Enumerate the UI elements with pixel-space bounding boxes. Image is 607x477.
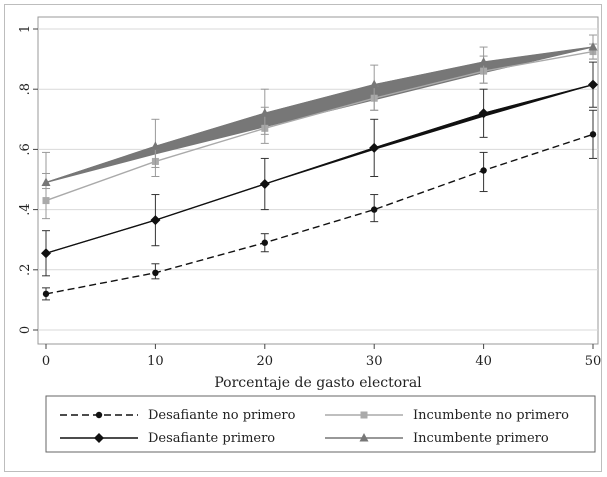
point-desafiante-no-primero xyxy=(261,239,268,246)
y-tick-label: 1 xyxy=(18,25,33,33)
chart-frame: 0.2.4.6.8 1 0 10 20 30 40 50 Porcentaje de gast… xyxy=(4,4,602,472)
series-layer xyxy=(41,34,598,301)
legend-marker xyxy=(94,433,104,443)
legend-marker xyxy=(95,411,103,419)
x-tick-label: 50 xyxy=(585,354,602,369)
y-tick-label: .8 xyxy=(18,83,33,95)
legend-item-desafiante-no-primero: Desafiante no primero xyxy=(60,408,296,423)
grid xyxy=(38,28,598,331)
x-tick-label: 10 xyxy=(147,354,164,369)
point-desafiante-no-primero xyxy=(152,269,159,277)
legend-label: Desafiante primero xyxy=(148,431,275,446)
point-incumbente-primero xyxy=(369,79,379,89)
point-desafiante-no-primero xyxy=(42,290,50,298)
legend-marker xyxy=(360,411,368,419)
x-tick-label: 0 xyxy=(42,354,50,369)
series-desafiante-primero xyxy=(41,61,598,277)
point-desafiante-no-primero xyxy=(480,167,487,174)
legend-item-desafiante-primero: Desafiante primero xyxy=(60,431,275,446)
point-desafiante-primero xyxy=(588,79,598,90)
x-axis-label: Porcentaje de gasto electoral xyxy=(214,375,422,391)
legend-label: Desafiante no primero xyxy=(148,408,296,423)
y-tick-label: 0 xyxy=(18,326,33,334)
legend-box xyxy=(45,395,596,453)
plot-area xyxy=(37,16,599,345)
point-incumbente-primero xyxy=(479,57,489,66)
x-tick-label: 20 xyxy=(257,354,274,369)
point-incumbente-primero xyxy=(150,141,160,150)
point-desafiante-no-primero xyxy=(589,131,597,138)
line-desafiante-no-primero xyxy=(45,133,594,295)
x-tick-label: 30 xyxy=(366,354,383,369)
point-incumbente-primero xyxy=(41,177,51,187)
point-desafiante-primero xyxy=(150,215,161,226)
line-desafiante-primero xyxy=(45,84,594,254)
line-incumbente-primero xyxy=(45,46,594,184)
series-desafiante-no-primero xyxy=(42,109,597,301)
point-incumbente-primero xyxy=(260,108,270,117)
axes: 0.2.4.6.810 10 20 30 40 50 xyxy=(18,25,601,369)
legend-item-incumbente-no-primero: Incumbente no primero xyxy=(325,408,569,423)
legend-label: Incumbente primero xyxy=(413,431,549,446)
series-incumbente-primero xyxy=(41,34,598,190)
legend-label: Incumbente no primero xyxy=(413,408,569,423)
legend-item-incumbente-primero: Incumbente primero xyxy=(325,431,549,446)
x-tick-label: 40 xyxy=(475,354,492,369)
y-tick-label: .2 xyxy=(18,264,33,276)
point-incumbente-no-primero xyxy=(42,197,50,205)
point-desafiante-primero xyxy=(259,179,270,190)
point-desafiante-primero xyxy=(478,108,489,119)
y-tick-label: .4 xyxy=(18,203,33,215)
point-incumbente-primero xyxy=(588,42,598,51)
legend-marker xyxy=(359,433,369,442)
chart: 0.2.4.6.810 10 20 30 40 50 Porcentaje de gast… xyxy=(18,16,601,453)
point-desafiante-primero xyxy=(41,248,51,259)
point-desafiante-no-primero xyxy=(371,206,378,213)
y-tick-label: .6 xyxy=(18,143,33,155)
line-incumbente-no-primero xyxy=(45,50,594,202)
legend: Desafiante no primero Desafiante primero I… xyxy=(45,395,596,453)
point-desafiante-primero xyxy=(369,142,380,153)
